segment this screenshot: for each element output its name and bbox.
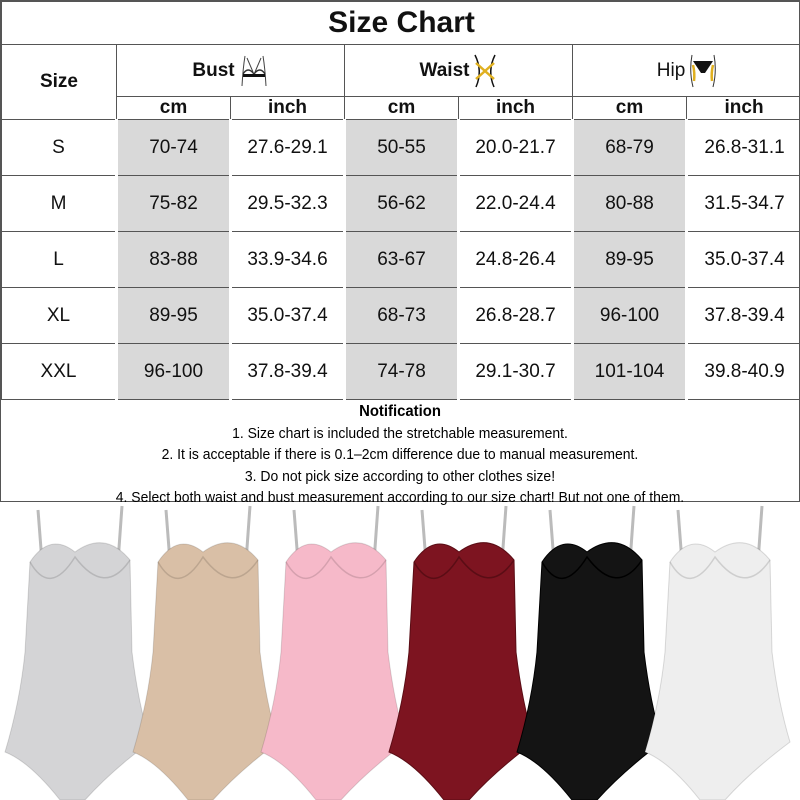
measurement-cell: 70-74 <box>115 119 232 176</box>
measurement-cell: 37.8-39.4 <box>230 343 345 400</box>
size-chart: Size Chart Size Bust Waist Hip cm inch cm i… <box>0 0 800 506</box>
measurement-cell: 26.8-31.1 <box>685 119 800 176</box>
bodysuit-image <box>516 505 663 800</box>
size-header: Size <box>1 44 117 120</box>
measurement-cell: 37.8-39.4 <box>685 287 800 344</box>
waist-header: Waist <box>344 44 573 97</box>
unit-header: inch <box>458 96 573 120</box>
measurement-cell: 74-78 <box>343 343 460 400</box>
bust-label: Bust <box>192 59 235 81</box>
table-row: M 75-82 29.5-32.3 56-62 22.0-24.4 80-88 31.5-3… <box>1 175 800 232</box>
measurement-cell: 29.1-30.7 <box>458 343 573 400</box>
measurement-cell: 39.8-40.9 <box>685 343 800 400</box>
measurement-cell: 101-104 <box>571 343 688 400</box>
measurement-cell: 22.0-24.4 <box>458 175 573 232</box>
notification-item: 1. Size chart is included the stretchabl… <box>232 424 568 442</box>
measurement-cell: 29.5-32.3 <box>230 175 345 232</box>
measurement-cell: 80-88 <box>571 175 688 232</box>
measurement-cell: 35.0-37.4 <box>230 287 345 344</box>
bodysuit-image <box>644 505 791 800</box>
unit-header: inch <box>685 96 800 120</box>
measurement-cell: 89-95 <box>115 287 232 344</box>
measurement-cell: 27.6-29.1 <box>230 119 345 176</box>
waist-measure-icon <box>474 54 497 87</box>
bodysuit-image <box>4 505 151 800</box>
notification-item: 4. Select both waist and bust measuremen… <box>115 489 685 506</box>
measurement-cell: 63-67 <box>343 231 460 288</box>
measurement-cell: 96-100 <box>115 343 232 400</box>
hip-label: Hip <box>656 59 686 81</box>
waist-label: Waist <box>419 59 470 81</box>
size-cell: M <box>1 175 117 232</box>
notification-item: 3. Do not pick size according to other c… <box>244 467 556 485</box>
bust-header: Bust <box>116 44 345 97</box>
size-cell: XL <box>1 287 117 344</box>
bodysuit-image <box>388 505 535 800</box>
notification-item: 2. It is acceptable if there is 0.1–2cm … <box>161 446 639 463</box>
bra-icon <box>241 55 267 86</box>
measurement-cell: 68-79 <box>571 119 688 176</box>
size-cell: L <box>1 231 117 288</box>
chart-title: Size Chart <box>0 1 800 45</box>
measurement-cell: 31.5-34.7 <box>685 175 800 232</box>
notification: Notification 1. Size chart is included t… <box>29 400 771 506</box>
measurement-cell: 33.9-34.6 <box>230 231 345 288</box>
size-cell: S <box>1 119 117 176</box>
bodysuit-image <box>260 505 407 800</box>
size-table: Size Chart Size Bust Waist Hip cm inch cm i… <box>0 1 800 400</box>
measurement-cell: 89-95 <box>571 231 688 288</box>
measurement-cell: 56-62 <box>343 175 460 232</box>
unit-header: cm <box>572 96 687 120</box>
unit-header: cm <box>116 96 231 120</box>
product-photos <box>4 505 791 800</box>
measurement-cell: 50-55 <box>343 119 460 176</box>
measurement-cell: 20.0-21.7 <box>458 119 573 176</box>
unit-header: cm <box>344 96 459 120</box>
table-row: S 70-74 27.6-29.1 50-55 20.0-21.7 68-79 26.8-3… <box>1 119 800 176</box>
hip-measure-icon <box>690 54 717 87</box>
measurement-cell: 26.8-28.7 <box>458 287 573 344</box>
size-cell: XXL <box>1 343 117 400</box>
measurement-cell: 96-100 <box>571 287 688 344</box>
measurement-cell: 83-88 <box>115 231 232 288</box>
measurement-cell: 24.8-26.4 <box>458 231 573 288</box>
table-row: XL 89-95 35.0-37.4 68-73 26.8-28.7 96-100 37.8… <box>1 287 800 344</box>
measurement-cell: 75-82 <box>115 175 232 232</box>
unit-header: inch <box>230 96 345 120</box>
measurement-cell: 35.0-37.4 <box>685 231 800 288</box>
table-row: XXL 96-100 37.8-39.4 74-78 29.1-30.7 101-104 3… <box>1 343 800 400</box>
hip-header: Hip <box>571 44 800 97</box>
measurement-cell: 68-73 <box>343 287 460 344</box>
notification-heading: Notification <box>359 403 441 420</box>
bodysuit-image <box>132 505 279 800</box>
table-row: L 83-88 33.9-34.6 63-67 24.8-26.4 89-95 35.0-3… <box>1 231 800 288</box>
